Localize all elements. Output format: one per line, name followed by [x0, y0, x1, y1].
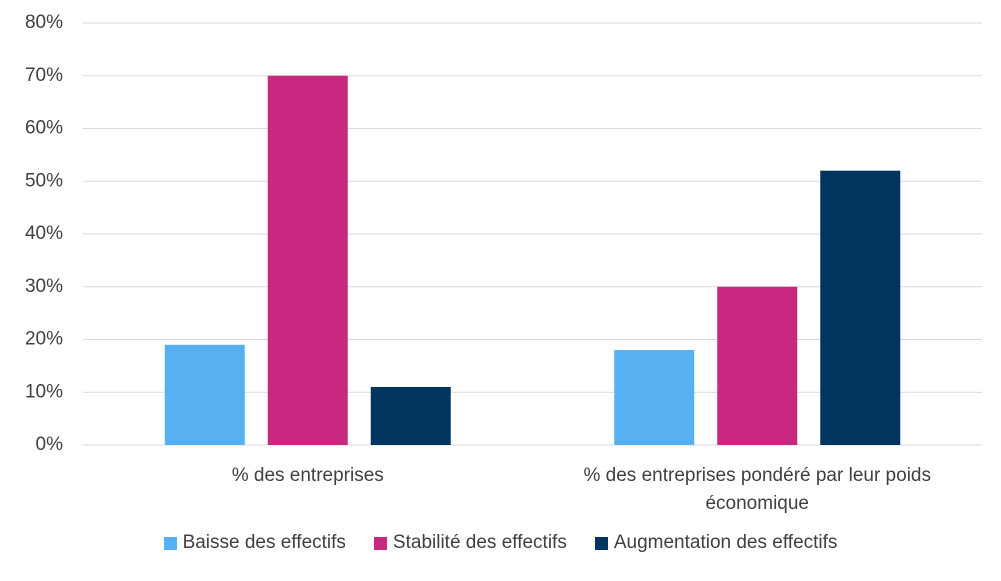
y-tick-label: 50%	[25, 170, 63, 191]
legend-swatch	[594, 536, 608, 550]
legend-item: Augmentation des effectifs	[594, 532, 838, 554]
y-tick-label: 70%	[25, 65, 63, 86]
bar	[614, 350, 695, 445]
bar	[717, 286, 798, 445]
legend-label: Stabilité des effectifs	[392, 532, 567, 553]
y-tick-label: 60%	[25, 118, 63, 139]
bar	[820, 170, 901, 445]
x-tick-label: % des entreprises pondéré par leur poids…	[583, 465, 931, 514]
y-tick-label: 80%	[25, 12, 63, 33]
legend-swatch	[163, 536, 177, 550]
legend-item: Baisse des effectifs	[163, 532, 346, 554]
y-tick-label: 20%	[25, 329, 63, 350]
legend-swatch	[373, 536, 387, 550]
bar	[370, 386, 451, 445]
x-tick-label: % des entreprises	[231, 465, 384, 486]
y-tick-label: 30%	[25, 276, 63, 297]
legend: Baisse des effectifs Stabilité des effect…	[0, 532, 1001, 554]
bar	[267, 75, 348, 445]
bar	[164, 344, 245, 445]
y-tick-label: 40%	[25, 223, 63, 244]
y-tick-label: 0%	[36, 434, 64, 455]
legend-label: Baisse des effectifs	[182, 532, 346, 553]
legend-item: Stabilité des effectifs	[373, 532, 567, 554]
legend-label: Augmentation des effectifs	[613, 532, 838, 553]
y-tick-label: 10%	[25, 381, 63, 402]
